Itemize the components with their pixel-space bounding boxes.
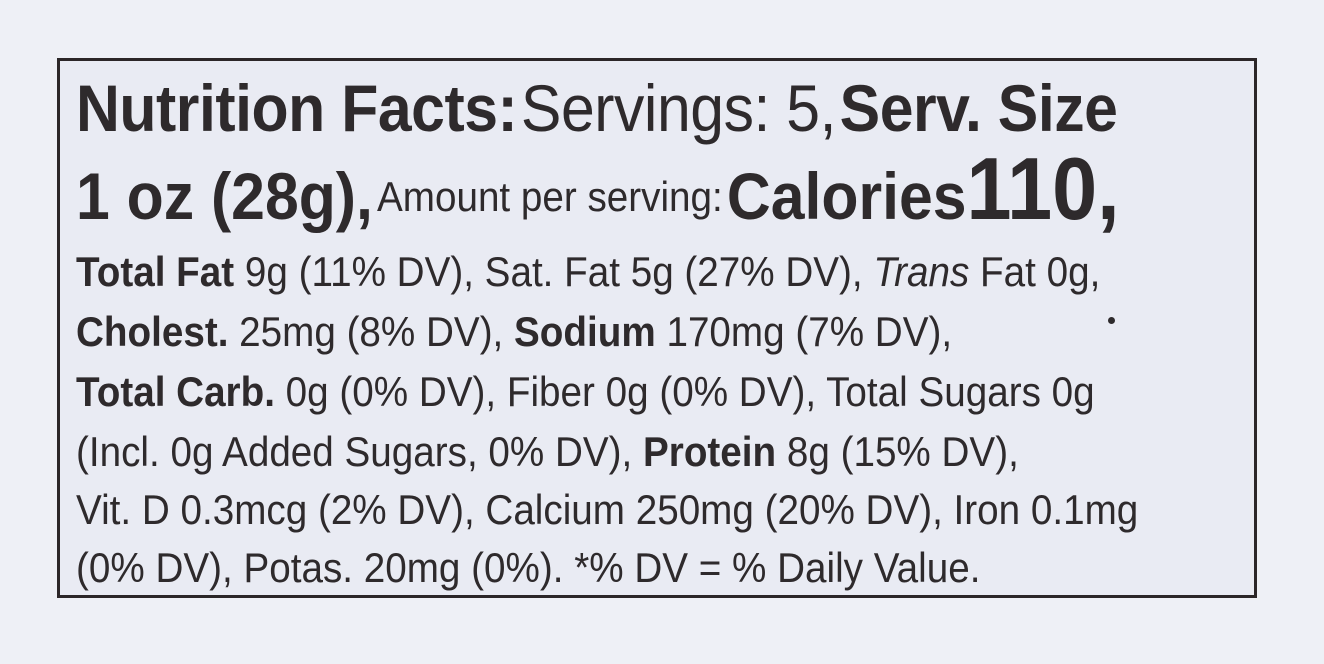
carb-line: Total Carb. 0g (0% DV), Fiber 0g (0% DV)… [76, 371, 1183, 413]
cholesterol-label: Cholest. [76, 308, 229, 355]
footer-line: (0% DV), Potas. 20mg (0%). *% DV = % Dai… [76, 547, 1059, 589]
sugars-protein-line: (Incl. 0g Added Sugars, 0% DV), Protein … [76, 431, 1101, 473]
protein-value: 8g (15% DV), [786, 428, 1019, 475]
sodium-label: Sodium [514, 308, 656, 355]
nutrition-facts-label: Nutrition Facts: Servings: 5, Serv. Size… [57, 58, 1257, 598]
nutrition-facts-title: Nutrition Facts: [76, 71, 518, 145]
fat-line: Total Fat 9g (11% DV), Sat. Fat 5g (27% … [76, 251, 1189, 293]
added-sugars-text: (Incl. 0g Added Sugars, 0% DV), [76, 428, 633, 475]
servings-text: Servings: 5, [520, 71, 837, 145]
calories-line: 1 oz (28g), Amount per serving: Calories… [76, 145, 1210, 233]
dot-mark [1108, 317, 1115, 324]
cholesterol-value: 25mg (8% DV), [239, 308, 504, 355]
total-fat-label: Total Fat [76, 248, 235, 295]
vitamins-line: Vit. D 0.3mcg (2% DV), Calcium 250mg (20… [76, 489, 1231, 531]
header-line: Nutrition Facts: Servings: 5, Serv. Size [76, 75, 1208, 141]
protein-label: Protein [643, 428, 777, 475]
calories-value: 110, [966, 139, 1120, 238]
calories-label: Calories [726, 159, 967, 233]
cholesterol-sodium-line: Cholest. 25mg (8% DV), Sodium 170mg (7% … [76, 311, 1028, 353]
sodium-value: 170mg (7% DV), [666, 308, 953, 355]
total-carb-value: 0g (0% DV), Fiber 0g (0% DV), Total Suga… [285, 368, 1095, 415]
serving-size-value: 1 oz (28g), [76, 159, 373, 233]
vitamins-text: Vit. D 0.3mcg (2% DV), Calcium 250mg (20… [76, 486, 1139, 533]
total-fat-value: 9g (11% DV), Sat. Fat 5g (27% DV), [244, 248, 863, 295]
footer-text: (0% DV), Potas. 20mg (0%). *% DV = % Dai… [76, 544, 981, 591]
trans-value: Fat 0g, [980, 248, 1101, 295]
trans-label: Trans [873, 248, 970, 295]
serving-size-label: Serv. Size [839, 71, 1118, 145]
total-carb-label: Total Carb. [76, 368, 275, 415]
amount-per-serving: Amount per serving: [376, 173, 723, 220]
